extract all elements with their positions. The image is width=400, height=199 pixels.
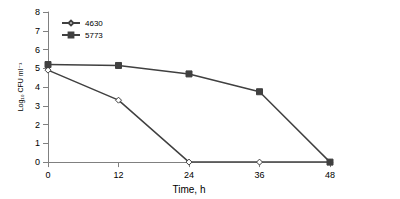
svg-text:1: 1 [35, 138, 40, 148]
svg-text:2: 2 [35, 120, 40, 130]
svg-text:0: 0 [45, 170, 50, 180]
svg-text:Log₁₀ CFU ml⁻¹: Log₁₀ CFU ml⁻¹ [17, 62, 25, 111]
svg-text:8: 8 [35, 7, 40, 17]
svg-text:5773: 5773 [85, 31, 103, 40]
svg-text:36: 36 [254, 170, 264, 180]
svg-text:5: 5 [35, 63, 40, 73]
svg-text:4630: 4630 [85, 19, 103, 28]
svg-text:48: 48 [325, 170, 335, 180]
svg-text:3: 3 [35, 101, 40, 111]
svg-text:4: 4 [35, 82, 40, 92]
svg-text:Time, h: Time, h [173, 184, 206, 195]
svg-text:12: 12 [113, 170, 123, 180]
svg-text:7: 7 [35, 26, 40, 36]
svg-text:6: 6 [35, 45, 40, 55]
svg-text:24: 24 [184, 170, 194, 180]
svg-text:0: 0 [35, 157, 40, 167]
